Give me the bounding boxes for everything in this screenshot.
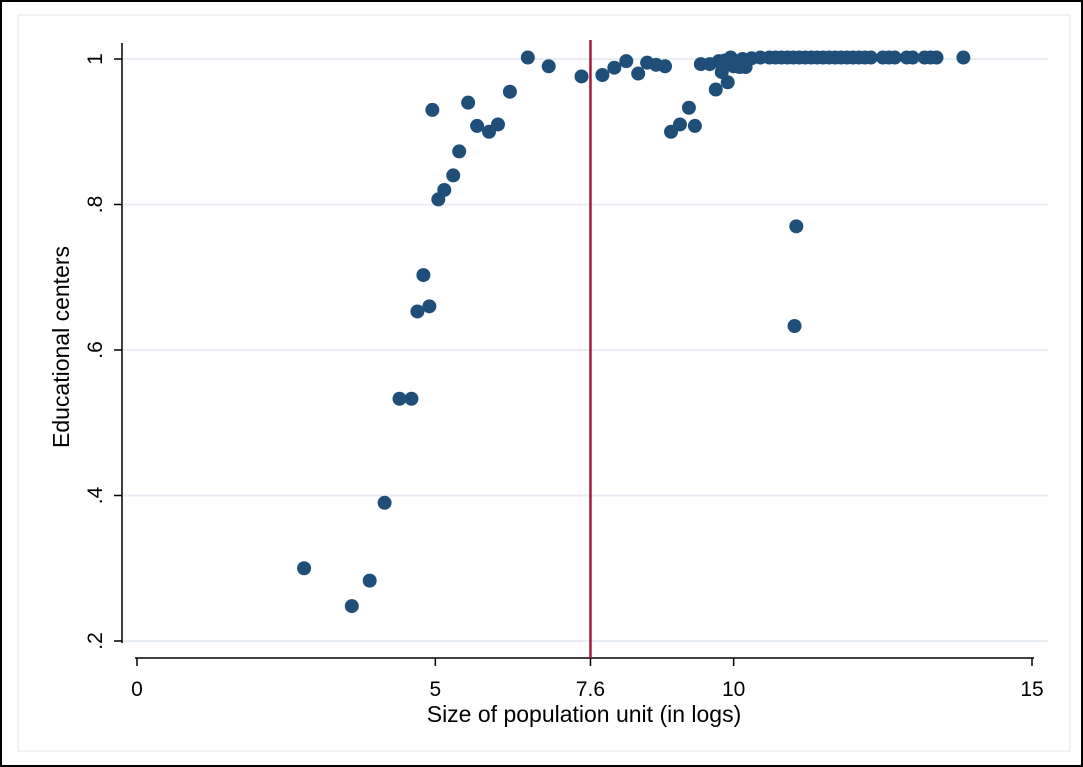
data-point-28 xyxy=(658,59,673,74)
data-point-15 xyxy=(470,118,485,133)
inner-plot-frame xyxy=(17,14,1071,752)
data-point-12 xyxy=(446,168,461,183)
axes xyxy=(114,43,1034,666)
data-point-3 xyxy=(377,495,392,510)
data-point-1 xyxy=(344,599,359,614)
y-tick-label-4: 1 xyxy=(84,53,107,65)
data-point-35 xyxy=(708,82,723,97)
x-tick-label-2: 7.6 xyxy=(576,678,605,701)
data-point-37 xyxy=(714,65,729,80)
data-point-23 xyxy=(607,60,622,75)
data-point-5 xyxy=(404,391,419,406)
data-point-74 xyxy=(956,50,971,65)
data-point-22 xyxy=(595,68,610,83)
x-tick-label-3: 10 xyxy=(722,678,745,701)
data-point-13 xyxy=(452,144,467,159)
data-point-65 xyxy=(863,50,878,65)
data-point-11 xyxy=(437,182,452,197)
data-point-2 xyxy=(362,573,377,588)
data-point-17 xyxy=(490,117,505,132)
data-point-75 xyxy=(789,219,804,234)
y-tick-label-1: .4 xyxy=(84,486,107,504)
data-point-30 xyxy=(672,117,687,132)
y-tick-label-0: .2 xyxy=(84,632,107,650)
data-point-32 xyxy=(687,118,702,133)
data-point-20 xyxy=(541,59,556,74)
data-point-76 xyxy=(787,318,802,333)
data-point-0 xyxy=(297,561,312,576)
data-point-24 xyxy=(619,54,634,69)
data-point-6 xyxy=(410,304,425,319)
data-point-68 xyxy=(887,50,902,65)
x-tick-label-1: 5 xyxy=(429,678,441,701)
y-tick-label-2: .6 xyxy=(84,341,107,359)
y-tick-label-3: .8 xyxy=(84,196,107,214)
y-gridlines xyxy=(122,58,1048,642)
data-point-7 xyxy=(416,268,431,283)
x-tick-label-4: 15 xyxy=(1020,678,1043,701)
data-point-8 xyxy=(422,299,437,314)
data-point-25 xyxy=(631,66,646,81)
data-point-14 xyxy=(461,95,476,110)
data-point-18 xyxy=(502,84,517,99)
data-points xyxy=(297,50,971,614)
data-point-39 xyxy=(720,75,735,90)
data-point-4 xyxy=(392,391,407,406)
data-point-19 xyxy=(520,50,535,65)
data-point-73 xyxy=(929,50,944,65)
y-axis-title: Educational centers xyxy=(48,246,74,448)
data-point-21 xyxy=(574,69,589,84)
data-point-70 xyxy=(905,50,920,65)
x-tick-label-0: 0 xyxy=(131,678,143,701)
data-point-31 xyxy=(681,100,696,115)
x-axis-title: Size of population unit (in logs) xyxy=(427,701,742,727)
data-point-9 xyxy=(425,102,440,117)
tick-labels: .2.4.6.810 5 7.6 10 15 xyxy=(84,53,1044,701)
